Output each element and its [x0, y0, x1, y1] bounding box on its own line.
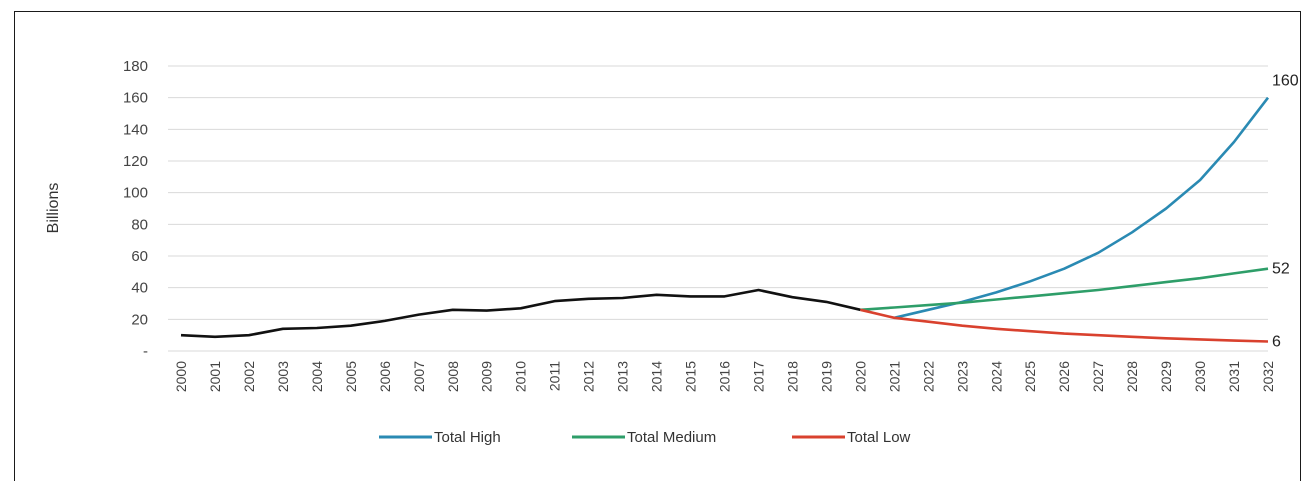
- series-line: [860, 308, 1269, 343]
- x-tick-label: 2025: [1022, 361, 1038, 392]
- y-tick-label: 180: [123, 58, 148, 75]
- y-tick-label: 20: [131, 311, 148, 328]
- x-tick-label: 2002: [241, 361, 257, 392]
- x-tick-label: 2000: [173, 361, 189, 392]
- end-value-label: 6: [1272, 334, 1281, 351]
- x-tick-label: 2009: [479, 361, 495, 392]
- legend-label: Total High: [434, 429, 501, 446]
- series-lines: [180, 96, 1270, 343]
- x-tick-label: 2012: [581, 361, 597, 392]
- x-tick-label: 2003: [275, 361, 291, 392]
- y-tick-label: 60: [131, 248, 148, 265]
- legend-label: Total Low: [847, 429, 911, 446]
- x-tick-label: 2006: [377, 361, 393, 392]
- x-tick-label: 2022: [920, 361, 936, 392]
- x-tick-label: 2004: [309, 361, 325, 392]
- y-tick-label: -: [143, 343, 148, 360]
- series-line: [894, 96, 1270, 320]
- gridlines: [168, 65, 1268, 352]
- x-tick-label: 2001: [207, 361, 223, 392]
- x-tick-label: 2007: [411, 361, 427, 392]
- end-labels: 160 52 6: [1272, 73, 1299, 351]
- x-tick-label: 2029: [1158, 361, 1174, 392]
- y-tick-label: 160: [123, 90, 148, 107]
- end-value-label: 160: [1272, 73, 1299, 90]
- x-tick-label: 2018: [784, 361, 800, 392]
- legend-label: Total Medium: [627, 429, 716, 446]
- x-tick-label: 2008: [445, 361, 461, 392]
- x-tick-label: 2026: [1056, 361, 1072, 392]
- x-axis-ticks: 2000 2001 2002 2003 2004 2005 2006 2007 2008 2009…: [173, 361, 1276, 392]
- x-tick-label: 2014: [649, 361, 665, 392]
- x-tick-label: 2027: [1090, 361, 1106, 392]
- x-tick-label: 2028: [1124, 361, 1140, 392]
- x-tick-label: 2010: [513, 361, 529, 392]
- x-tick-label: 2023: [954, 361, 970, 392]
- y-axis-label: Billions: [45, 183, 62, 234]
- y-tick-label: 140: [123, 121, 148, 138]
- y-tick-label: 80: [131, 216, 148, 233]
- x-tick-label: 2021: [886, 361, 902, 392]
- x-tick-label: 2032: [1260, 361, 1276, 392]
- x-tick-label: 2020: [852, 361, 868, 392]
- x-tick-label: 2030: [1192, 361, 1208, 392]
- chart-frame: [14, 11, 1301, 481]
- x-tick-label: 2013: [615, 361, 631, 392]
- series-line: [860, 267, 1269, 312]
- y-tick-label: 40: [131, 280, 148, 297]
- x-tick-label: 2024: [988, 361, 1004, 392]
- history-line: [180, 288, 861, 339]
- x-tick-label: 2011: [547, 361, 563, 391]
- x-tick-label: 2031: [1226, 361, 1242, 392]
- x-tick-label: 2005: [343, 361, 359, 392]
- x-tick-label: 2019: [818, 361, 834, 392]
- y-tick-label: 120: [123, 153, 148, 170]
- end-value-label: 52: [1272, 261, 1290, 278]
- x-tick-label: 2016: [717, 361, 733, 392]
- x-tick-label: 2017: [750, 361, 766, 392]
- x-tick-label: 2015: [683, 361, 699, 392]
- y-axis-ticks: - 20 40 60 80 100 120 140 160 180: [123, 58, 148, 360]
- legend: Total High Total Medium Total Low: [379, 429, 911, 446]
- y-tick-label: 100: [123, 185, 148, 202]
